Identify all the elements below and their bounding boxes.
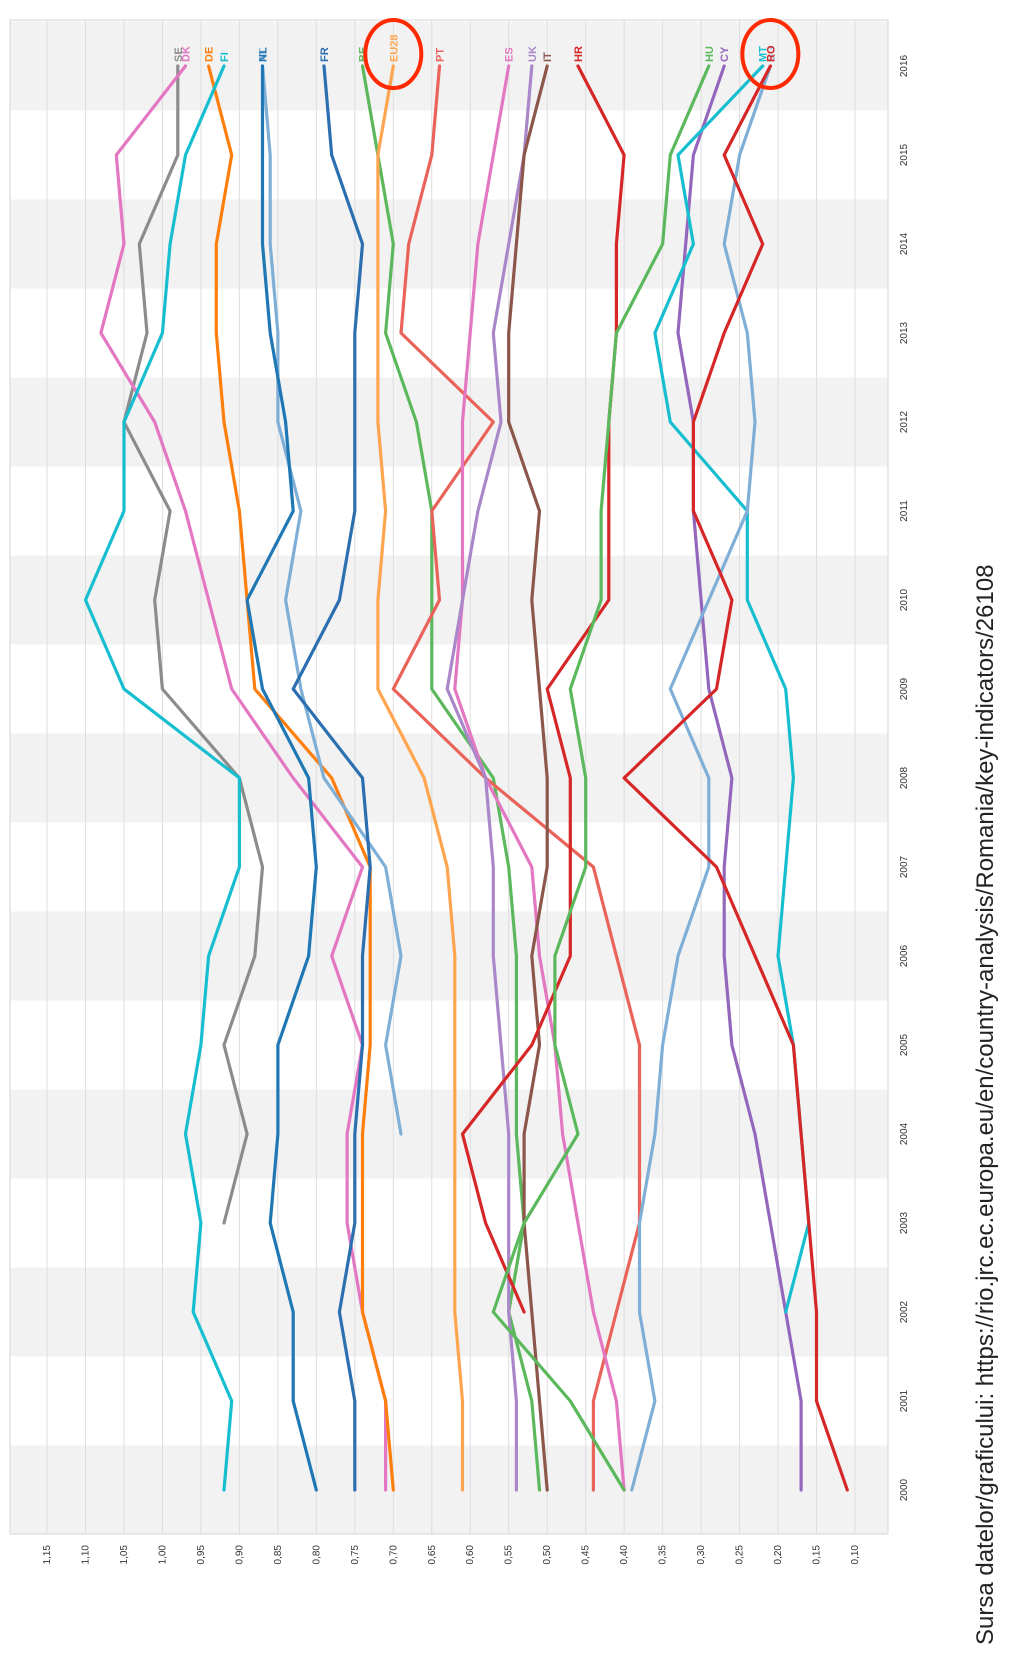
y-tick-label: 0,20: [773, 1545, 784, 1565]
y-tick-label: 1,00: [157, 1545, 168, 1565]
series-line-uk: [445, 64, 534, 1492]
x-tick-label: 2006: [899, 944, 910, 967]
x-tick-label: 2007: [899, 855, 910, 878]
series-line-ro: [622, 64, 849, 1492]
band-2008: [10, 733, 888, 823]
series-label-ro: RO: [765, 45, 777, 62]
series-label-cy: CY: [719, 46, 731, 62]
y-tick-label: 0,60: [465, 1545, 476, 1565]
series-line-eu28: [376, 64, 465, 1492]
band-2002: [10, 1267, 888, 1357]
y-tick-label: 0,50: [542, 1545, 553, 1565]
series-line-bg: [630, 64, 773, 1492]
series-label-fi: FI: [219, 52, 231, 62]
highlight-circle-eu28: [363, 18, 424, 90]
x-tick-label: 2000: [899, 1478, 910, 1501]
y-tick-label: 0,95: [196, 1545, 207, 1565]
series-label-se: SE: [173, 47, 185, 62]
x-tick-label: 2012: [899, 410, 910, 433]
plot-border: [9, 19, 889, 1535]
x-tick-label: 2005: [899, 1033, 910, 1056]
band-2010: [10, 555, 888, 645]
y-tick-label: 0,30: [696, 1545, 707, 1565]
y-tick-label: 1,10: [80, 1545, 91, 1565]
x-tick-label: 2013: [899, 321, 910, 344]
series-label-eu28: EU28: [388, 34, 400, 62]
highlight-annotations: [363, 18, 801, 90]
background-bands: [10, 21, 888, 1535]
series-line-cy: [676, 64, 803, 1492]
y-tick-label: 0,90: [234, 1545, 245, 1565]
x-axis-tick-labels: 2000 2001 2002 2003 2004 2005 2006 2007 2008 2009…: [899, 54, 910, 1501]
series-label-bg: BG: [765, 46, 777, 63]
series-label-dk: DK: [181, 46, 193, 62]
series-label-uk: UK: [527, 46, 539, 62]
y-tick-label: 0,35: [658, 1545, 669, 1565]
series-lines: [83, 64, 849, 1492]
series-line-fr: [291, 64, 372, 1492]
y-tick-label: 0,65: [427, 1545, 438, 1565]
series-label-mt: MT: [758, 46, 770, 62]
band-2014: [10, 199, 888, 289]
x-tick-label: 2002: [899, 1300, 910, 1323]
x-tick-label: 2004: [899, 1122, 910, 1145]
y-tick-label: 0,45: [581, 1545, 592, 1565]
series-line-at: [260, 64, 403, 1136]
series-line-hu: [491, 64, 711, 1492]
y-tick-label: 0,55: [504, 1545, 515, 1565]
series-line-se: [122, 64, 265, 1225]
highlight-circle-ro: [740, 18, 801, 90]
y-tick-label: 0,70: [388, 1545, 399, 1565]
band-2004: [10, 1089, 888, 1179]
series-line-nl: [245, 64, 318, 1492]
x-tick-label: 2008: [899, 766, 910, 789]
x-tick-label: 2009: [899, 677, 910, 700]
x-tick-label: 2003: [899, 1211, 910, 1234]
series-line-de: [207, 64, 395, 1492]
x-tick-label: 2011: [899, 500, 910, 522]
band-2000: [10, 1445, 888, 1535]
x-tick-label: 2015: [899, 143, 910, 166]
x-tick-label: 2001: [899, 1389, 910, 1412]
y-tick-label: 0,10: [850, 1545, 861, 1565]
series-line-it: [507, 64, 549, 1492]
y-tick-label: 1,05: [119, 1545, 130, 1565]
x-tick-label: 2016: [899, 54, 910, 77]
series-line-fi: [83, 64, 241, 1492]
x-tick-label: 2014: [899, 232, 910, 255]
series-label-nl: NL: [257, 47, 269, 62]
series-line-be: [360, 64, 542, 1492]
source-text: Sursa datelor/graficului: https://rio.jr…: [972, 564, 999, 1645]
series-label-de: DE: [204, 47, 216, 62]
y-tick-label: 0,75: [350, 1545, 361, 1565]
series-label-hu: HU: [704, 46, 716, 62]
series-label-fr: FR: [319, 47, 331, 62]
y-tick-label: 0,85: [273, 1545, 284, 1565]
series-label-it: IT: [542, 52, 554, 62]
y-tick-label: 0,15: [812, 1545, 823, 1565]
x-tick-label: 2010: [899, 588, 910, 611]
band-2016: [10, 21, 888, 111]
series-label-pt: PT: [434, 48, 446, 62]
y-tick-label: 0,80: [311, 1545, 322, 1565]
series-label-hr: HR: [573, 46, 585, 62]
series-label-at: AT: [257, 48, 269, 62]
y-tick-label: 1,15: [42, 1545, 53, 1565]
series-line-dk: [99, 64, 388, 1492]
y-tick-label: 0,40: [619, 1545, 630, 1565]
series-label-es: ES: [504, 47, 516, 62]
y-tick-label: 0,25: [735, 1545, 746, 1565]
y-axis-tick-labels: 1,15 1,10 1,05 1,00 0,95 0,90 0,85 0,80 0,75 0,70…: [42, 1545, 861, 1565]
series-line-hr: [460, 64, 626, 1314]
